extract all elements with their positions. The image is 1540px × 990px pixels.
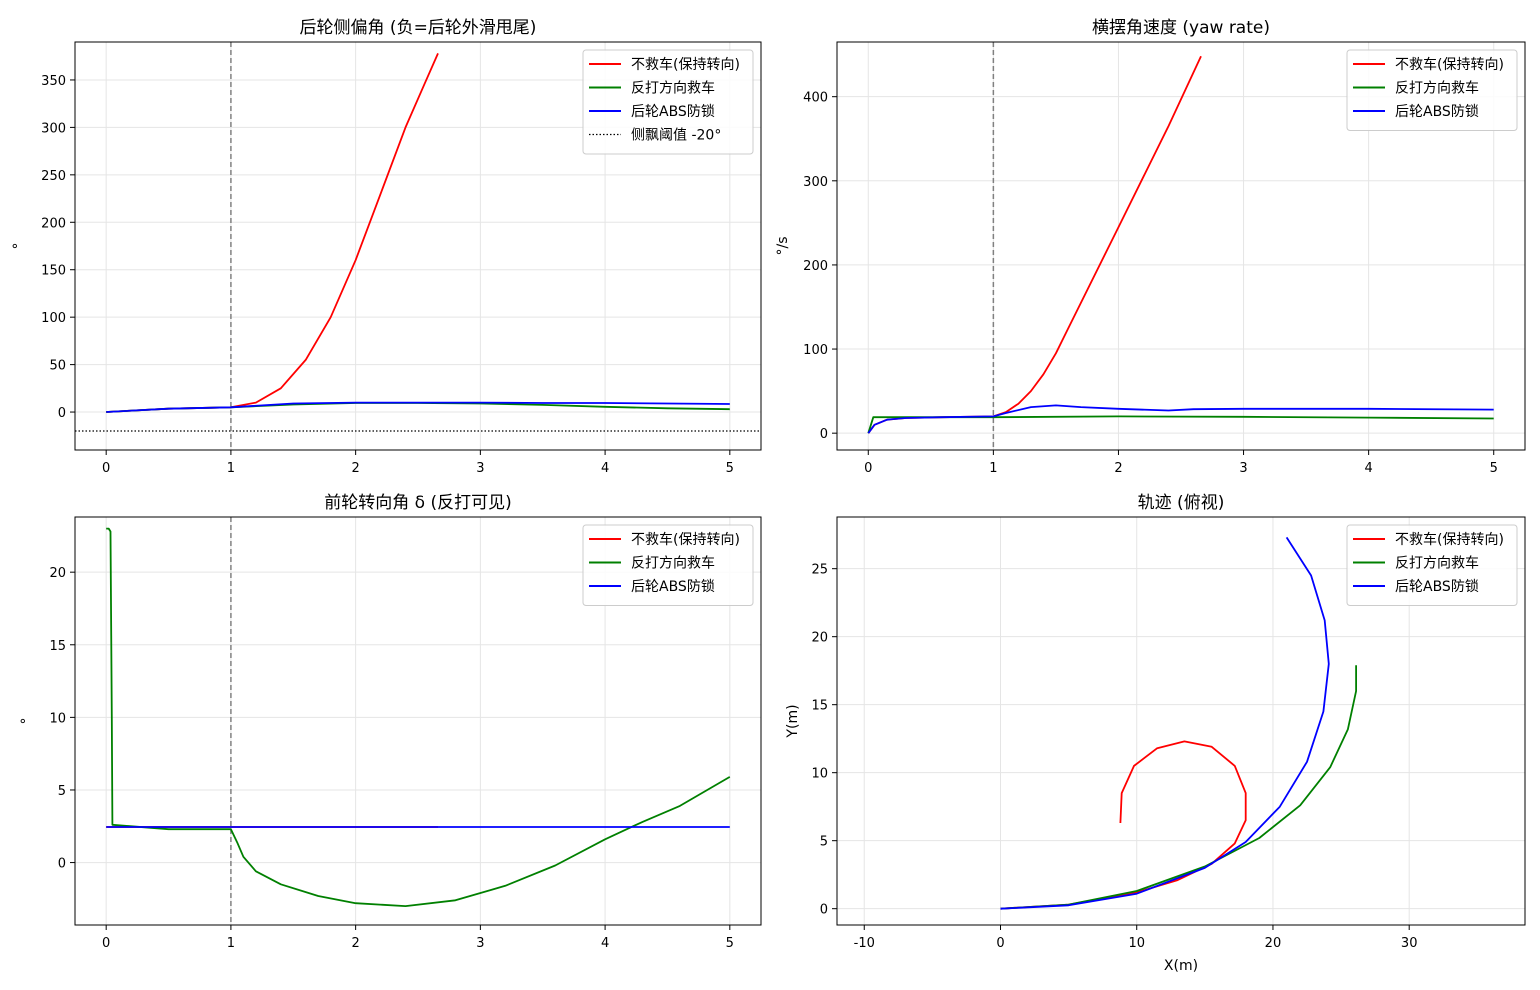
chart-title: 前轮转向角 δ (反打可见): [324, 493, 511, 513]
axes-frame: [74, 516, 762, 926]
y-tick-label: 10: [811, 767, 828, 782]
x-tick-label: 0: [864, 461, 872, 476]
legend-box: [582, 524, 754, 606]
x-tick-label: 5: [726, 461, 734, 476]
legend-label: 反打方向救车: [1395, 80, 1479, 97]
x-tick-label: -10: [854, 936, 875, 951]
x-tick-label: 20: [1265, 936, 1282, 951]
legend-label: 后轮ABS防锁: [631, 104, 715, 120]
x-tick-label: 1: [227, 936, 235, 951]
series-line-rear_abs: [106, 401, 730, 413]
series-line-rear_abs: [867, 404, 1494, 434]
legend-label: 侧飘阈值 -20°: [631, 128, 721, 144]
series-line-no_rescue: [106, 53, 439, 413]
chart-title: 横摆角速度 (yaw rate): [1092, 18, 1270, 38]
legend-label: 反打方向救车: [1395, 555, 1479, 572]
x-tick-label: 2: [351, 461, 359, 476]
legend-box: [1346, 524, 1518, 606]
y-tick-label: 0: [58, 406, 66, 421]
x-tick-label: 3: [476, 936, 484, 951]
plot-area: [1000, 536, 1357, 910]
legend-label: 不救车(保持转向): [1395, 56, 1504, 73]
legend-label: 不救车(保持转向): [631, 531, 740, 548]
y-tick-label: 300: [803, 175, 828, 190]
y-axis-label: °: [19, 718, 35, 725]
y-tick-label: 200: [803, 259, 828, 274]
legend-label: 不救车(保持转向): [631, 56, 740, 73]
series-line-countersteer: [867, 415, 1494, 434]
y-tick-label: 250: [41, 169, 66, 184]
y-tick-label: 400: [803, 91, 828, 106]
y-tick-label: 150: [41, 264, 66, 279]
legend-label: 后轮ABS防锁: [1395, 104, 1479, 120]
plot-area: [867, 42, 1494, 450]
chart-panel-4: -10 0 10 20 30 0 5 10 15 20 25 轨迹 (俯视) X(m) Y(m) 不救车(保…: [785, 493, 1526, 974]
y-tick-label: 350: [41, 74, 66, 89]
plot-area: [106, 517, 731, 925]
legend-label: 不救车(保持转向): [1395, 531, 1504, 548]
y-axis-label: Y(m): [785, 704, 801, 738]
x-tick-label: 0: [102, 936, 110, 951]
y-tick-label: 5: [58, 784, 66, 799]
y-tick-label: 20: [811, 631, 828, 646]
y-tick-label: 0: [820, 427, 828, 442]
chart-title: 后轮侧偏角 (负=后轮外滑甩尾): [300, 18, 537, 38]
series-line-no_rescue: [1000, 740, 1247, 910]
axes-frame: [74, 41, 762, 451]
legend-box: [582, 49, 754, 155]
legend-label: 反打方向救车: [631, 80, 715, 97]
y-axis-label: °: [11, 243, 27, 250]
x-tick-label: 10: [1128, 936, 1145, 951]
axes-frame: [836, 516, 1526, 926]
x-tick-label: 1: [227, 461, 235, 476]
y-tick-label: 20: [49, 566, 66, 581]
series-line-countersteer: [106, 527, 731, 907]
y-tick-label: 0: [820, 903, 828, 918]
x-tick-label: 2: [1114, 461, 1122, 476]
y-tick-label: 25: [811, 563, 828, 578]
legend-label: 后轮ABS防锁: [1395, 579, 1479, 595]
x-tick-label: 4: [601, 936, 609, 951]
series-line-countersteer: [1000, 665, 1357, 910]
x-tick-label: 0: [996, 936, 1004, 951]
x-tick-label: 3: [1239, 461, 1247, 476]
y-axis-label: °/s: [775, 236, 791, 255]
y-tick-label: 50: [49, 359, 66, 374]
series-line-no_rescue: [867, 55, 1202, 434]
x-tick-label: 30: [1401, 936, 1418, 951]
y-tick-label: 15: [49, 639, 66, 654]
x-tick-label: 4: [601, 461, 609, 476]
y-tick-label: 100: [803, 343, 828, 358]
x-tick-label: 4: [1364, 461, 1372, 476]
x-tick-label: 5: [1490, 461, 1498, 476]
legend-label: 后轮ABS防锁: [631, 579, 715, 595]
plot-area: [75, 42, 761, 450]
x-tick-label: 2: [351, 936, 359, 951]
y-tick-label: 300: [41, 121, 66, 136]
legend-box: [1346, 49, 1518, 131]
chart-panel-2: 0 1 2 3 4 5 0 100 200 300 400 横摆角速度 (yaw rate) °/s 不救…: [775, 18, 1526, 476]
y-tick-label: 0: [58, 857, 66, 872]
x-tick-label: 1: [989, 461, 997, 476]
chart-title: 轨迹 (俯视): [1138, 493, 1225, 513]
legend-label: 反打方向救车: [631, 555, 715, 572]
x-tick-label: 0: [102, 461, 110, 476]
y-tick-label: 10: [49, 711, 66, 726]
series-line-rear_abs: [1000, 536, 1330, 910]
axes-frame: [836, 41, 1526, 451]
x-tick-label: 3: [476, 461, 484, 476]
x-tick-label: 5: [726, 936, 734, 951]
y-tick-label: 15: [811, 699, 828, 714]
x-axis-label: X(m): [1164, 958, 1198, 974]
chart-panel-3: 0 1 2 3 4 5 0 5 10 15 20 前轮转向角 δ (反打可见) ° 不救车(保持转向) 反打…: [19, 493, 762, 951]
y-tick-label: 5: [820, 835, 828, 850]
y-tick-label: 200: [41, 216, 66, 231]
y-tick-label: 100: [41, 311, 66, 326]
